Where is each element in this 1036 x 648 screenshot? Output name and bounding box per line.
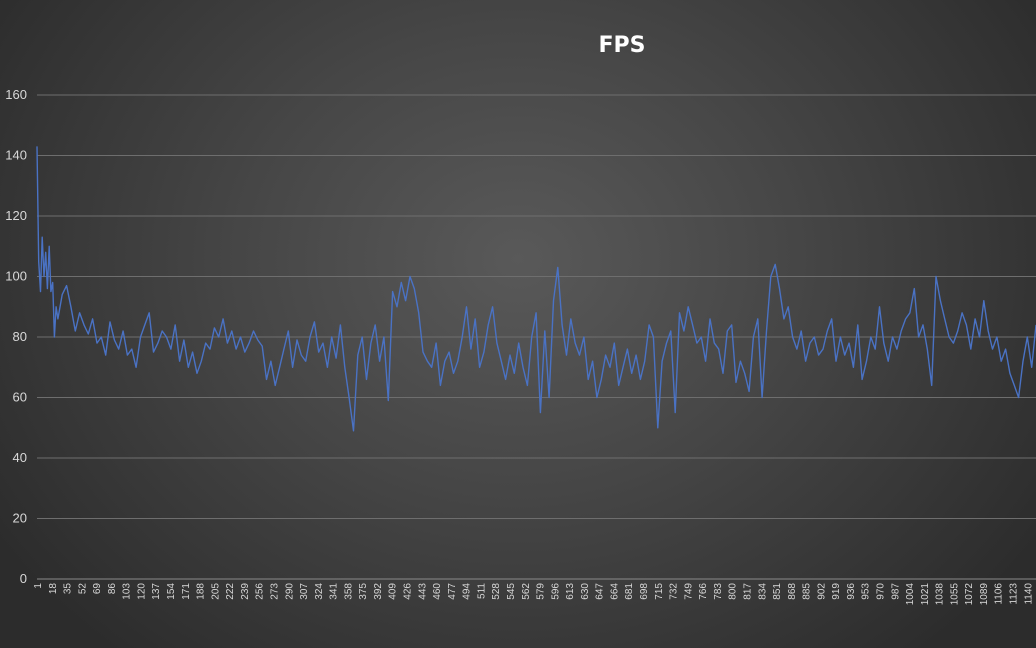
x-tick-label-375: 375 (358, 583, 369, 600)
y-tick-label-160: 160 (5, 87, 27, 102)
x-tick-label-681: 681 (624, 583, 635, 600)
x-tick-label-69: 69 (92, 583, 103, 595)
x-tick-label-239: 239 (240, 583, 251, 600)
x-tick-label-885: 885 (802, 583, 813, 600)
x-tick-label-613: 613 (565, 583, 576, 600)
x-tick-label-1004: 1004 (905, 583, 916, 606)
y-tick-label-100: 100 (5, 269, 27, 284)
x-tick-label-919: 919 (831, 583, 842, 600)
x-tick-label-851: 851 (772, 583, 783, 600)
x-tick-label-392: 392 (373, 583, 384, 600)
x-tick-label-86: 86 (107, 583, 118, 595)
x-tick-label-749: 749 (683, 583, 694, 600)
x-tick-label-766: 766 (698, 583, 709, 600)
x-tick-label-511: 511 (476, 583, 487, 599)
x-tick-label-324: 324 (314, 583, 325, 600)
gridlines (37, 94, 1036, 519)
x-tick-label-290: 290 (284, 583, 295, 600)
x-tick-label-426: 426 (403, 583, 414, 600)
x-tick-label-647: 647 (595, 583, 606, 600)
x-tick-label-1: 1 (33, 583, 44, 589)
x-tick-label-222: 222 (225, 583, 236, 600)
x-tick-label-1021: 1021 (920, 583, 931, 606)
y-tick-label-40: 40 (13, 450, 27, 465)
x-tick-label-341: 341 (329, 583, 340, 600)
x-tick-label-1055: 1055 (949, 583, 960, 606)
x-tick-label-868: 868 (787, 583, 798, 600)
x-tick-label-562: 562 (521, 583, 532, 600)
x-tick-label-188: 188 (196, 583, 207, 600)
x-tick-label-52: 52 (77, 583, 88, 595)
x-tick-label-307: 307 (299, 583, 310, 600)
x-tick-label-256: 256 (255, 583, 266, 600)
x-tick-label-477: 477 (447, 583, 458, 600)
x-tick-label-103: 103 (122, 583, 133, 600)
x-tick-label-1140: 1140 (1023, 583, 1034, 605)
y-tick-label-20: 20 (13, 511, 27, 526)
x-tick-label-358: 358 (343, 583, 354, 600)
x-tick-label-579: 579 (536, 583, 547, 600)
series-layer (36, 146, 1036, 432)
x-tick-label-664: 664 (609, 583, 620, 600)
x-tick-label-18: 18 (48, 583, 59, 595)
x-tick-label-970: 970 (875, 583, 886, 600)
x-tick-label-630: 630 (580, 583, 591, 600)
x-tick-label-460: 460 (432, 583, 443, 600)
x-tick-label-1106: 1106 (994, 583, 1005, 605)
x-tick-label-800: 800 (728, 583, 739, 600)
x-tick-label-528: 528 (491, 583, 502, 600)
y-tick-label-0: 0 (20, 571, 27, 586)
x-tick-label-1123: 1123 (1009, 583, 1020, 605)
x-tick-label-409: 409 (388, 583, 399, 600)
x-tick-label-545: 545 (506, 583, 517, 600)
x-tick-label-1072: 1072 (964, 583, 975, 606)
x-tick-label-698: 698 (639, 583, 650, 600)
x-tick-label-1089: 1089 (979, 583, 990, 606)
x-tick-label-596: 596 (550, 583, 561, 600)
x-tick-label-35: 35 (63, 583, 74, 595)
x-tick-label-1038: 1038 (935, 583, 946, 606)
x-tick-label-171: 171 (181, 583, 192, 600)
x-tick-label-902: 902 (816, 583, 827, 600)
x-tick-label-936: 936 (846, 583, 857, 600)
chart-title: FPS (599, 33, 646, 58)
y-tick-label-120: 120 (5, 208, 27, 223)
x-tick-label-732: 732 (669, 583, 680, 600)
x-tick-label-120: 120 (136, 583, 147, 600)
x-tick-label-834: 834 (757, 583, 768, 600)
x-tick-label-494: 494 (462, 583, 473, 600)
x-tick-label-273: 273 (269, 583, 280, 600)
x-tick-label-953: 953 (861, 583, 872, 600)
x-axis-tick-labels: 1 18 35 52 69 86 103 120 137 154 171 188 205 222 239 25… (33, 583, 1034, 606)
y-tick-label-60: 60 (13, 390, 27, 405)
x-tick-label-987: 987 (890, 583, 901, 600)
x-tick-label-817: 817 (742, 583, 753, 600)
y-tick-label-80: 80 (13, 329, 27, 344)
y-tick-label-140: 140 (5, 148, 27, 163)
x-tick-label-154: 154 (166, 583, 177, 600)
x-tick-label-783: 783 (713, 583, 724, 600)
x-tick-label-443: 443 (417, 583, 428, 600)
x-tick-label-137: 137 (151, 583, 162, 600)
series-line-0 (36, 146, 1036, 432)
x-tick-label-715: 715 (654, 583, 665, 600)
y-axis-tick-labels: 0 20 40 60 80 100 120 140 160 (5, 87, 27, 586)
x-tick-label-205: 205 (210, 583, 221, 600)
